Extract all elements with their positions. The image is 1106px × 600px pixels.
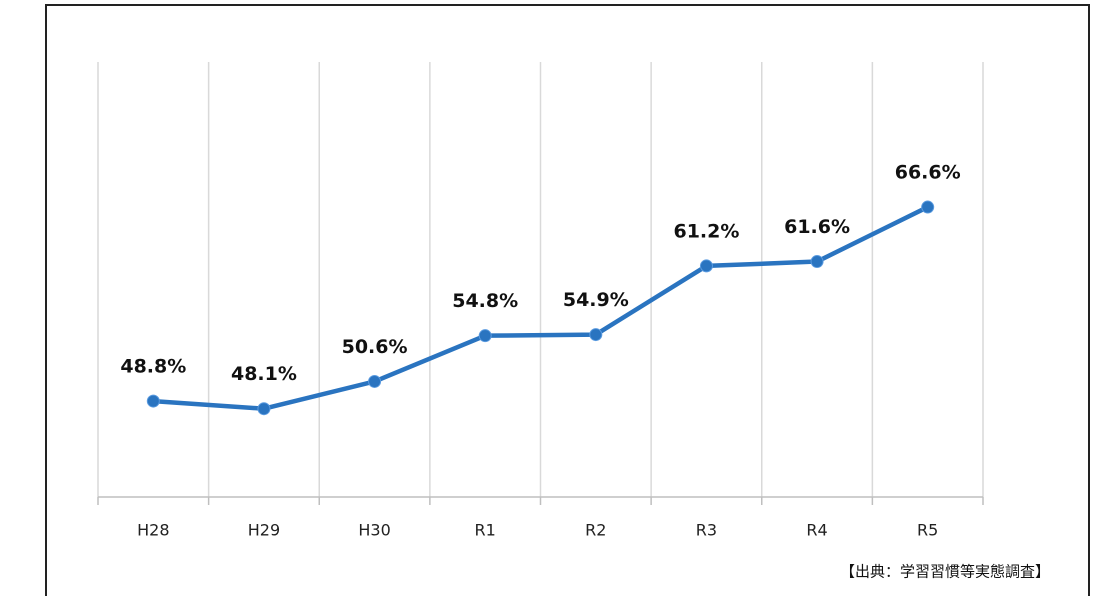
x-tick-label: R2 [585, 521, 606, 540]
marker [699, 259, 713, 273]
data-label: 48.8% [120, 356, 186, 378]
data-label: 61.6% [784, 216, 850, 238]
line [153, 205, 929, 411]
x-tick-label: R3 [696, 521, 717, 540]
marker [257, 402, 271, 416]
marker [368, 374, 382, 388]
source-note: 【出典：学習習慣等実態調査】 [840, 563, 1050, 581]
data-label: 61.2% [673, 220, 739, 242]
data-label: 48.1% [231, 363, 297, 385]
x-tick-label: R1 [475, 521, 496, 540]
data-label: 50.6% [342, 336, 408, 358]
marker [478, 329, 492, 343]
x-tick-label: R4 [806, 521, 827, 540]
frame [45, 4, 1090, 600]
x-tick-label: R5 [917, 521, 938, 540]
marker [921, 200, 935, 214]
marker [810, 255, 824, 269]
marker [589, 328, 603, 342]
x-tick-label: H30 [358, 521, 390, 540]
data-label: 54.9% [563, 289, 629, 311]
x-tick-label: H28 [137, 521, 169, 540]
x-tick-label: H29 [248, 521, 280, 540]
marker [146, 394, 160, 408]
data-label: 54.8% [452, 290, 518, 312]
data-label: 66.6% [895, 162, 961, 184]
